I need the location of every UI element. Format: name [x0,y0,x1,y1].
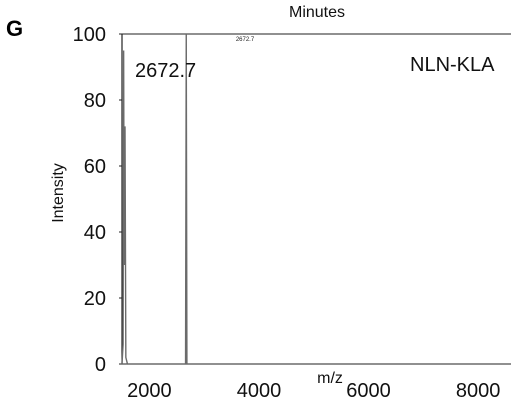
y-tick-group: 0 20 40 60 80 100 [73,24,122,376]
y-tick-label: 40 [84,222,106,244]
y-tick-label: 0 [95,354,106,376]
panel-letter: G [6,16,23,41]
peak-label-large: 2672.7 [135,60,196,82]
y-tick-label: 80 [84,90,106,112]
x-tick-label: 8000 [456,380,501,402]
x-tick-label: 4000 [237,380,282,402]
y-axis-title: Intensity [50,163,67,223]
y-tick-label: 60 [84,156,106,178]
y-tick-label: 20 [84,288,106,310]
peak-label-small: 2672.7 [236,37,255,43]
series-group [121,33,511,365]
sample-label: NLN-KLA [410,54,495,76]
x-tick-label: 6000 [346,380,391,402]
top-axis-title: Minutes [289,4,345,21]
x-tick-group: 2000 4000 6000 8000 [127,380,500,402]
y-tick-label: 100 [73,24,106,46]
x-axis-title: m/z [317,370,343,387]
series-line [121,33,511,365]
x-tick-label: 2000 [127,380,172,402]
